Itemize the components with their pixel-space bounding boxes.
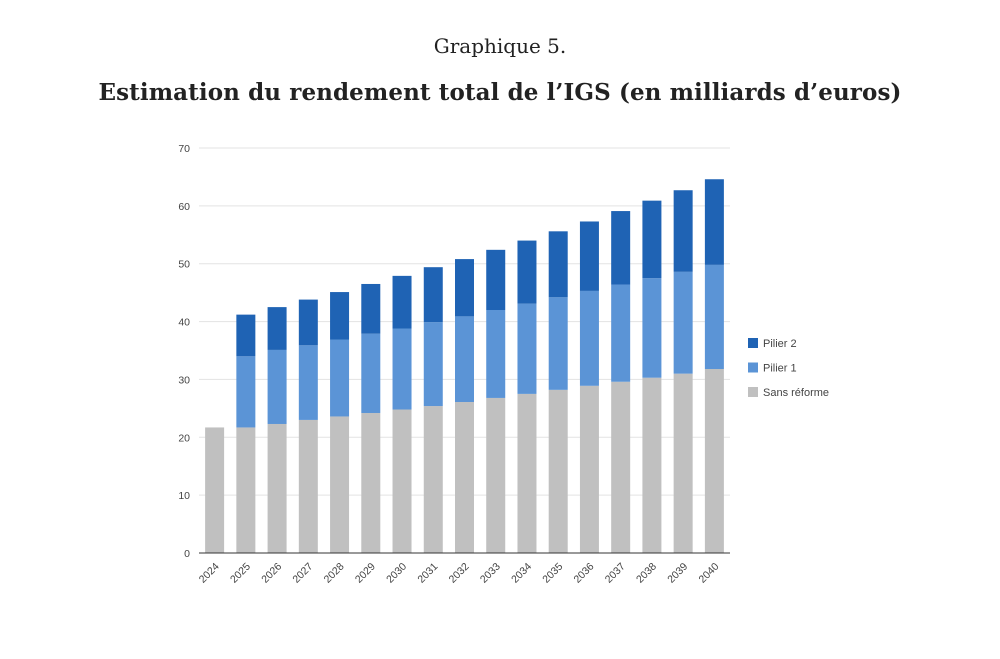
x-tick-label-2031: 2031 (415, 561, 440, 586)
bar-pilier-2-2038 (642, 200, 662, 279)
x-tick-label-2035: 2035 (540, 561, 565, 586)
bar-sans-r-forme-2032 (455, 401, 474, 553)
bar-sans-r-forme-2028 (330, 416, 350, 553)
bar-pilier-1-2028 (330, 339, 350, 417)
bar-sans-r-forme-2026 (267, 423, 287, 553)
bar-sans-r-forme-2039 (673, 373, 693, 553)
y-tick-label-40: 40 (178, 317, 190, 329)
x-tick-label-2038: 2038 (634, 561, 659, 586)
y-tick-label-0: 0 (184, 548, 190, 560)
bar-sans-r-forme-2036 (579, 385, 599, 553)
bar-sans-r-forme-2040 (704, 369, 724, 553)
bar-pilier-1-2031 (423, 322, 443, 407)
bar-pilier-1-2030 (392, 328, 412, 410)
bar-pilier-2-2033 (486, 249, 506, 310)
x-tick-label-2025: 2025 (228, 561, 253, 586)
bar-pilier-1-2027 (298, 345, 318, 420)
y-tick-label-70: 70 (178, 143, 190, 155)
bar-pilier-2-2040 (704, 179, 724, 265)
bar-sans-r-forme-2031 (423, 406, 443, 553)
bar-sans-r-forme-2024 (205, 427, 225, 553)
legend-swatch-sans-r-forme (748, 387, 758, 397)
bar-pilier-1-2035 (548, 297, 568, 390)
legend-label-pilier-1: Pilier 1 (763, 363, 797, 375)
y-tick-label-20: 20 (178, 432, 190, 444)
bar-pilier-1-2025 (236, 356, 256, 428)
bar-pilier-2-2029 (361, 283, 381, 334)
y-tick-label-10: 10 (178, 490, 190, 502)
x-tick-label-2033: 2033 (478, 561, 503, 586)
bar-pilier-2-2028 (330, 292, 350, 340)
x-tick-label-2036: 2036 (572, 561, 597, 586)
bar-pilier-1-2038 (642, 278, 662, 378)
x-tick-label-2037: 2037 (603, 561, 628, 586)
x-tick-label-2024: 2024 (197, 561, 222, 586)
bar-pilier-1-2040 (704, 264, 724, 370)
bar-pilier-1-2026 (267, 349, 287, 424)
bar-pilier-2-2027 (298, 299, 318, 346)
x-tick-label-2040: 2040 (697, 561, 722, 586)
y-tick-label-30: 30 (178, 374, 190, 386)
bar-sans-r-forme-2035 (548, 389, 568, 553)
chart-title: Estimation du rendement total de l’IGS (… (98, 79, 902, 106)
bar-sans-r-forme-2025 (236, 427, 256, 553)
bar-pilier-1-2036 (579, 290, 599, 386)
bar-sans-r-forme-2037 (611, 381, 631, 553)
bar-pilier-2-2026 (267, 307, 287, 350)
x-tick-label-2039: 2039 (665, 561, 690, 586)
x-tick-label-2032: 2032 (447, 561, 472, 586)
bar-pilier-1-2029 (361, 333, 381, 413)
bar-pilier-2-2039 (673, 190, 693, 272)
bar-pilier-2-2031 (423, 267, 443, 323)
x-tick-label-2030: 2030 (384, 561, 409, 586)
x-tick-label-2026: 2026 (259, 561, 284, 586)
x-tick-label-2029: 2029 (353, 561, 378, 586)
bar-pilier-2-2030 (392, 275, 412, 329)
bar-pilier-2-2036 (579, 221, 599, 291)
bar-pilier-1-2032 (455, 316, 474, 402)
bar-sans-r-forme-2029 (361, 412, 381, 553)
legend: Pilier 2 Pilier 1 Sans réforme (748, 338, 829, 399)
legend-swatch-pilier-1 (748, 362, 758, 373)
bar-sans-r-forme-2027 (298, 419, 318, 553)
bar-pilier-2-2025 (236, 314, 256, 357)
x-tick-label-2027: 2027 (290, 561, 315, 586)
bars (205, 179, 724, 553)
legend-label-pilier-2: Pilier 2 (763, 338, 797, 350)
bar-pilier-2-2034 (517, 240, 537, 304)
figure-number: Graphique 5. (433, 34, 567, 58)
bar-sans-r-forme-2033 (486, 397, 506, 553)
y-tick-label-60: 60 (178, 201, 190, 213)
legend-swatch-pilier-2 (748, 338, 758, 348)
bar-pilier-2-2035 (548, 231, 568, 298)
legend-label-sans-r-forme: Sans réforme (763, 387, 829, 399)
bar-pilier-1-2039 (673, 271, 693, 374)
bar-pilier-2-2037 (611, 211, 631, 285)
bar-sans-r-forme-2038 (642, 377, 662, 553)
bar-pilier-1-2037 (611, 284, 631, 382)
bar-pilier-2-2032 (455, 259, 474, 317)
bar-pilier-1-2033 (486, 310, 506, 398)
y-tick-label-50: 50 (178, 259, 190, 271)
bar-pilier-1-2034 (517, 303, 537, 394)
x-tick-label-2034: 2034 (509, 561, 534, 586)
bar-sans-r-forme-2030 (392, 409, 412, 553)
x-tick-label-2028: 2028 (322, 561, 347, 586)
bar-sans-r-forme-2034 (517, 393, 537, 553)
